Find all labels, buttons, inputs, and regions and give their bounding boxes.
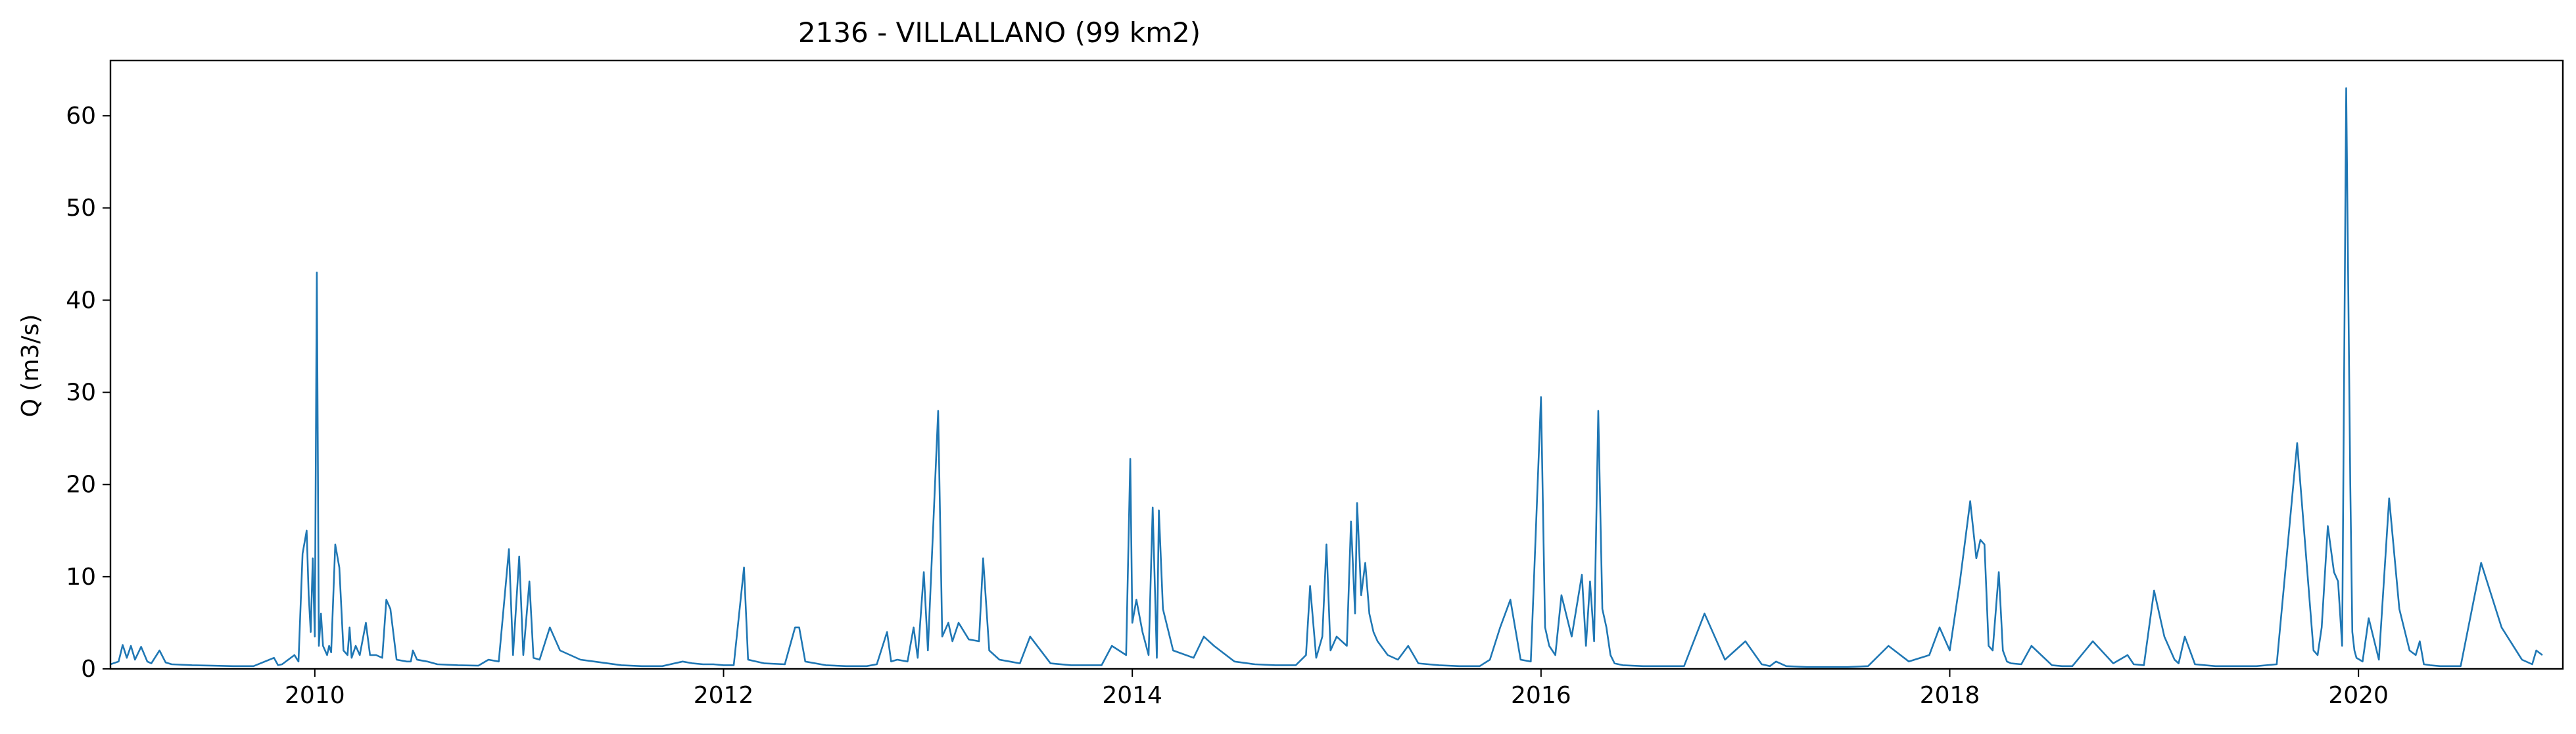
series-layer [110, 87, 2543, 668]
y-tick-label: 40 [66, 287, 96, 314]
x-tick-label: 2014 [1102, 682, 1162, 709]
y-tick-label: 60 [66, 103, 96, 130]
y-tick-label: 30 [66, 379, 96, 406]
x-tick-label: 2018 [1920, 682, 1980, 709]
chart-title: 2136 - VILLALLANO (99 km2) [798, 16, 1201, 49]
ticks-layer: 2010 2012 2014 2016 2018 2020 0 10 20 30 40 50 60 [66, 103, 2389, 709]
y-tick-label: 10 [66, 564, 96, 591]
x-tick-label: 2016 [1511, 682, 1571, 709]
series-line-0 [110, 87, 2543, 668]
y-axis-label: Q (m3/s) [17, 314, 44, 418]
x-tick-label: 2010 [285, 682, 345, 709]
x-tick-label: 2012 [694, 682, 754, 709]
plot-frame [109, 59, 2564, 670]
y-tick-label: 0 [81, 656, 96, 683]
y-tick-label: 20 [66, 472, 96, 499]
y-tick-label: 50 [66, 195, 96, 222]
x-tick-label: 2020 [2328, 682, 2389, 709]
